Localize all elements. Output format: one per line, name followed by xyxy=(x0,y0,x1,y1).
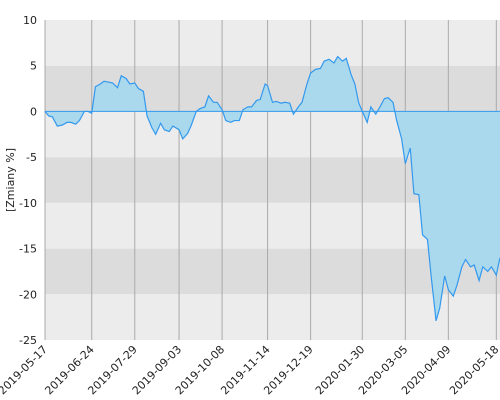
y-tick-label: 5 xyxy=(30,60,37,73)
grid-band xyxy=(45,248,500,295)
series-line xyxy=(44,55,500,321)
y-tick-label: -20 xyxy=(19,288,37,301)
y-tick-label: -25 xyxy=(19,334,37,347)
y-tick-label: -15 xyxy=(19,243,37,256)
area-fill xyxy=(45,56,500,321)
y-tick-label: 0 xyxy=(30,105,37,118)
grid-band xyxy=(45,294,500,340)
y-tick-label: 10 xyxy=(23,14,37,27)
y-tick-label: -10 xyxy=(19,197,37,210)
y-tick-label: -5 xyxy=(26,151,37,164)
x-tick-label: 2020-05-18 xyxy=(447,343,500,397)
y-axis-label: [Zmiany %] xyxy=(4,148,17,212)
grid-band xyxy=(45,20,500,66)
